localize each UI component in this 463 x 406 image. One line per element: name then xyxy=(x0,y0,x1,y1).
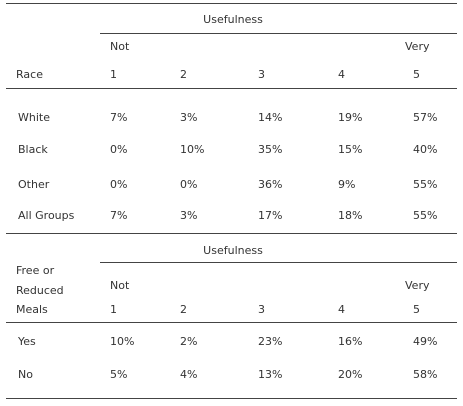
scale-number: 5 xyxy=(413,68,420,81)
row-label: Yes xyxy=(18,335,36,348)
row-label: White xyxy=(18,111,50,124)
scale-high-label: Very xyxy=(405,279,430,292)
table-title: Usefulness xyxy=(203,244,263,257)
cell: 20% xyxy=(338,368,363,381)
cell: 7% xyxy=(110,209,128,222)
scale-number: 3 xyxy=(258,68,265,81)
row-label: All Groups xyxy=(18,209,75,222)
cell: 17% xyxy=(258,209,283,222)
rule xyxy=(6,233,457,234)
scale-number: 2 xyxy=(180,303,187,316)
cell: 18% xyxy=(338,209,363,222)
scale-number: 5 xyxy=(413,303,420,316)
cell: 23% xyxy=(258,335,283,348)
cell: 0% xyxy=(110,143,128,156)
scale-number: 3 xyxy=(258,303,265,316)
cell: 2% xyxy=(180,335,198,348)
cell: 14% xyxy=(258,111,283,124)
row-header: Race xyxy=(16,68,43,81)
scale-number: 2 xyxy=(180,68,187,81)
cell: 57% xyxy=(413,111,438,124)
row-label: No xyxy=(18,368,33,381)
row-header: Reduced xyxy=(16,284,64,297)
row-label: Black xyxy=(18,143,48,156)
cell: 49% xyxy=(413,335,438,348)
row-header: Meals xyxy=(16,303,48,316)
cell: 9% xyxy=(338,178,356,191)
rule xyxy=(6,398,457,399)
cell: 58% xyxy=(413,368,438,381)
cell: 10% xyxy=(180,143,205,156)
cell: 0% xyxy=(180,178,198,191)
cell: 55% xyxy=(413,178,438,191)
cell: 19% xyxy=(338,111,363,124)
cell: 3% xyxy=(180,111,198,124)
scale-high-label: Very xyxy=(405,40,430,53)
row-label: Other xyxy=(18,178,50,191)
cell: 40% xyxy=(413,143,438,156)
cell: 13% xyxy=(258,368,283,381)
row-header: Free or xyxy=(16,264,55,277)
cell: 0% xyxy=(110,178,128,191)
cell: 7% xyxy=(110,111,128,124)
scale-low-label: Not xyxy=(110,40,130,53)
cell: 10% xyxy=(110,335,135,348)
rule xyxy=(100,33,457,34)
rule xyxy=(6,3,457,4)
cell: 16% xyxy=(338,335,363,348)
scale-number: 1 xyxy=(110,303,117,316)
scale-number: 1 xyxy=(110,68,117,81)
cell: 15% xyxy=(338,143,363,156)
cell: 3% xyxy=(180,209,198,222)
scale-number: 4 xyxy=(338,68,345,81)
scale-low-label: Not xyxy=(110,279,130,292)
rule xyxy=(6,322,457,323)
rule xyxy=(100,262,457,263)
cell: 36% xyxy=(258,178,283,191)
scale-number: 4 xyxy=(338,303,345,316)
rule xyxy=(6,88,457,89)
table-title: Usefulness xyxy=(203,13,263,26)
cell: 35% xyxy=(258,143,283,156)
cell: 5% xyxy=(110,368,128,381)
cell: 4% xyxy=(180,368,198,381)
cell: 55% xyxy=(413,209,438,222)
